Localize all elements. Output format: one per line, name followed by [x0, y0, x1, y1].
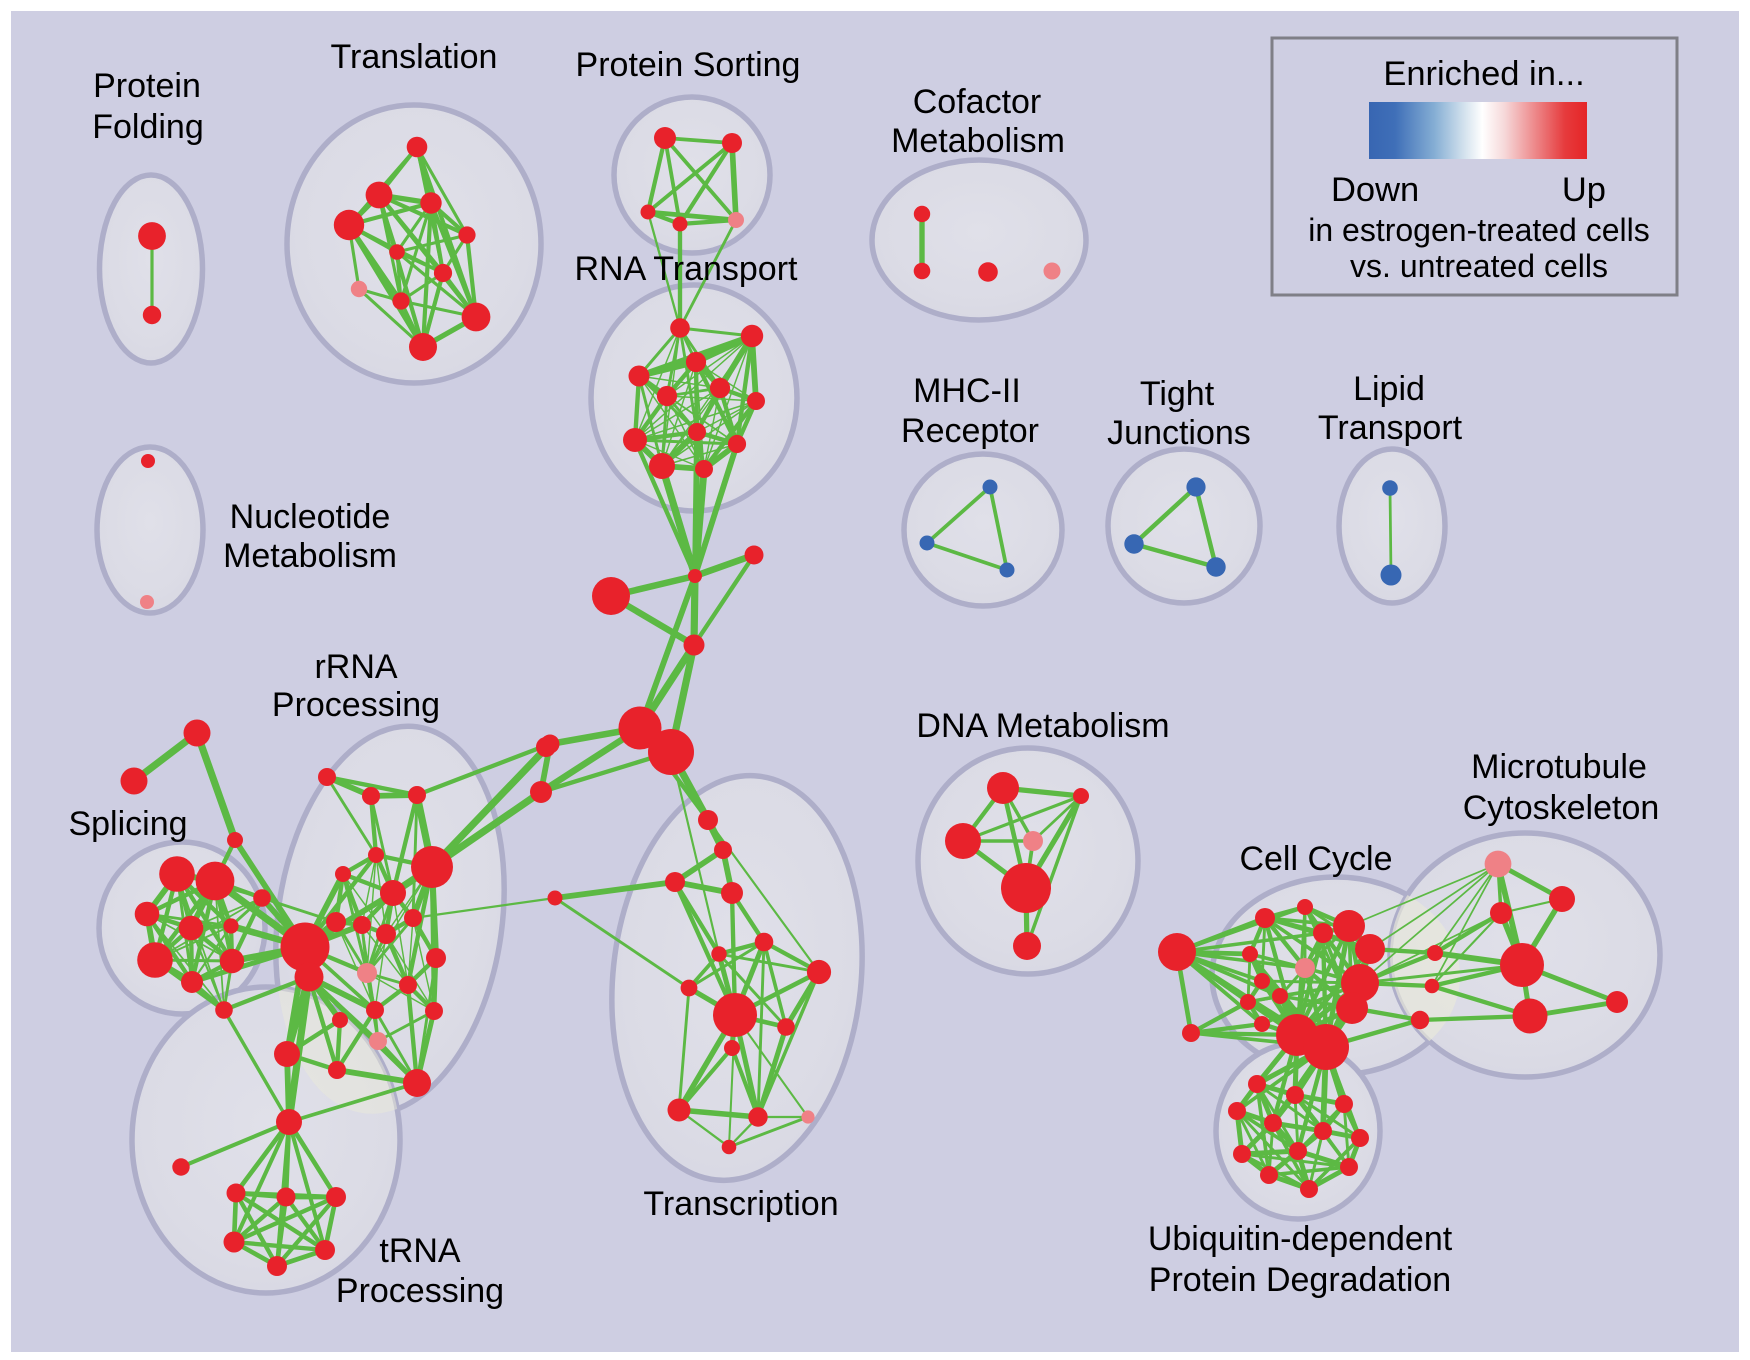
- svg-text:Junctions: Junctions: [1107, 414, 1251, 452]
- svg-text:Cell Cycle: Cell Cycle: [1239, 840, 1392, 878]
- svg-text:DNA Metabolism: DNA Metabolism: [916, 707, 1169, 745]
- svg-text:MHC-II: MHC-II: [913, 372, 1021, 410]
- svg-text:Lipid: Lipid: [1353, 370, 1425, 408]
- svg-text:Up: Up: [1562, 171, 1606, 209]
- svg-text:Folding: Folding: [92, 108, 204, 146]
- svg-text:Enriched in...: Enriched in...: [1383, 55, 1584, 93]
- svg-text:Nucleotide: Nucleotide: [230, 498, 391, 536]
- svg-text:Down: Down: [1331, 171, 1419, 209]
- svg-text:Protein Degradation: Protein Degradation: [1149, 1261, 1451, 1299]
- svg-text:Processing: Processing: [336, 1272, 504, 1310]
- svg-text:Ubiquitin-dependent: Ubiquitin-dependent: [1148, 1220, 1453, 1258]
- svg-text:Processing: Processing: [272, 686, 440, 724]
- svg-text:Metabolism: Metabolism: [891, 122, 1065, 160]
- svg-text:in estrogen-treated cells: in estrogen-treated cells: [1308, 212, 1650, 248]
- svg-text:Translation: Translation: [331, 38, 498, 76]
- svg-text:Metabolism: Metabolism: [223, 537, 397, 575]
- svg-text:Microtubule: Microtubule: [1471, 748, 1647, 786]
- svg-text:Receptor: Receptor: [901, 412, 1039, 450]
- svg-text:Splicing: Splicing: [68, 805, 187, 843]
- svg-text:tRNA: tRNA: [379, 1232, 461, 1270]
- svg-text:Cytoskeleton: Cytoskeleton: [1463, 789, 1660, 827]
- svg-text:Transcription: Transcription: [643, 1185, 838, 1223]
- svg-text:Tight: Tight: [1140, 375, 1215, 413]
- svg-text:Cofactor: Cofactor: [913, 83, 1042, 121]
- svg-text:Transport: Transport: [1318, 409, 1463, 447]
- svg-text:rRNA: rRNA: [314, 648, 397, 686]
- svg-text:vs. untreated cells: vs. untreated cells: [1350, 248, 1608, 284]
- svg-text:Protein: Protein: [93, 67, 201, 105]
- svg-text:RNA Transport: RNA Transport: [575, 250, 799, 288]
- svg-text:Protein Sorting: Protein Sorting: [576, 46, 801, 84]
